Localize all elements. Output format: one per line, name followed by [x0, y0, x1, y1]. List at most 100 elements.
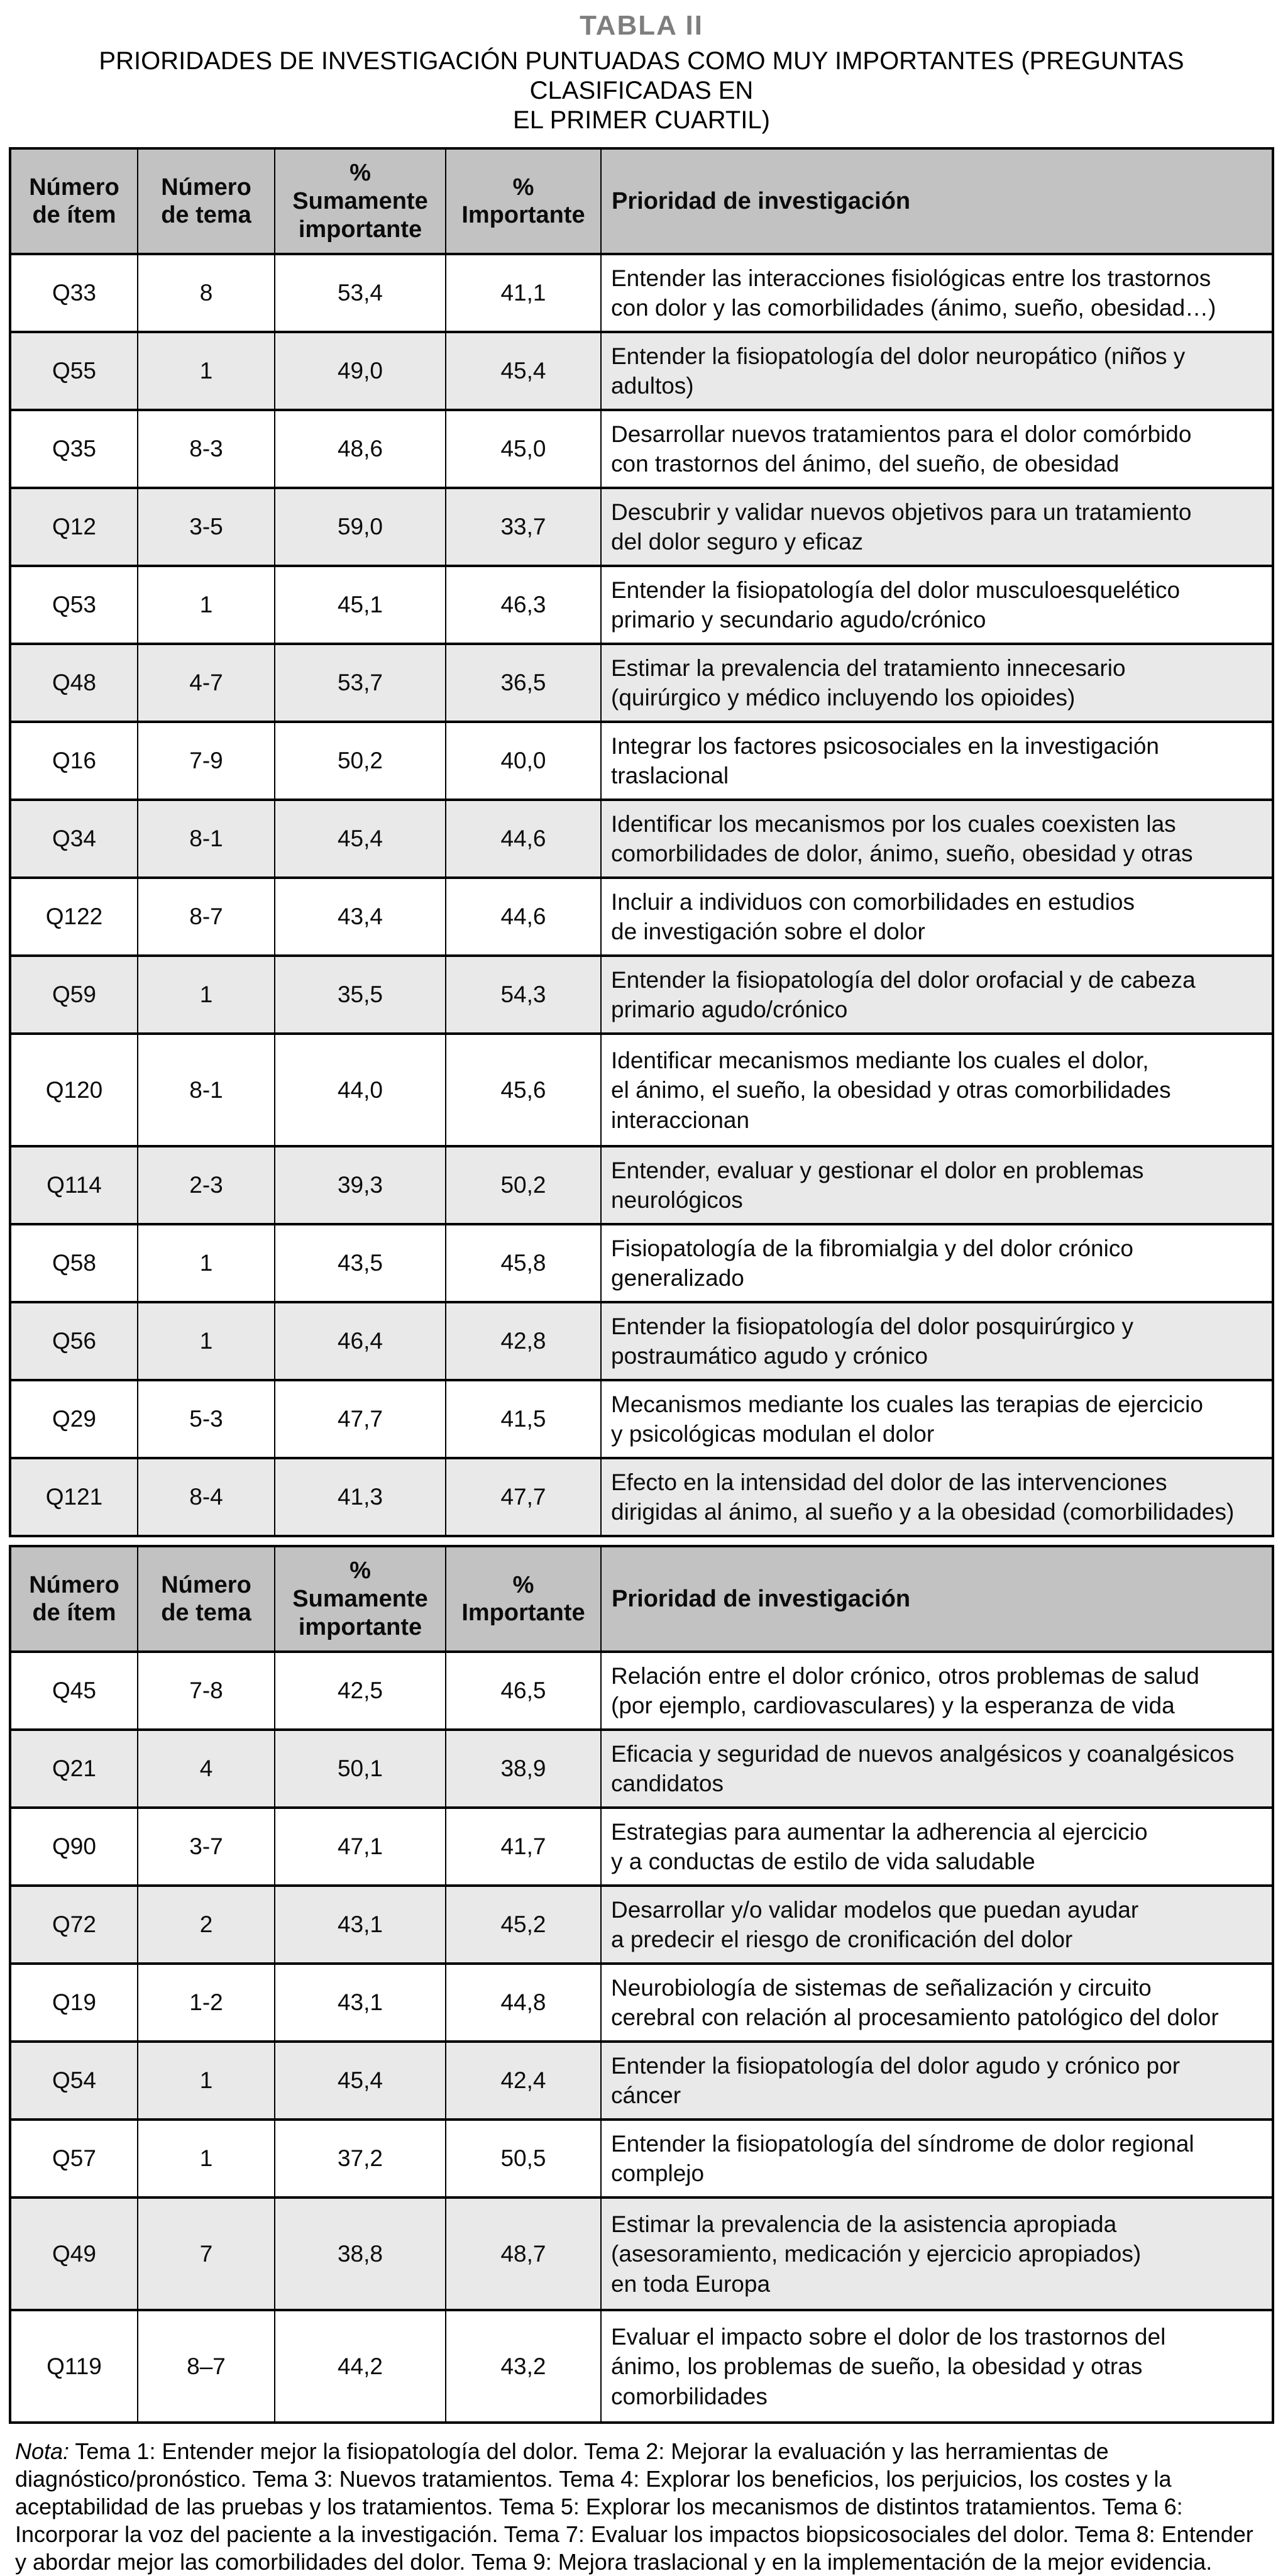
cell-sumamente: 44,0 — [274, 1032, 446, 1148]
table-row-Q90: Q90 3-7 47,1 41,7 Estrategias para aumentar … — [9, 1806, 1274, 1888]
cell-importante: 44,8 — [445, 1962, 602, 2043]
cell-item: Q35 — [9, 409, 138, 490]
cell-importante: 54,3 — [445, 954, 602, 1036]
cell-sumamente: 43,1 — [274, 1884, 446, 1965]
cell-importante: 43,2 — [445, 2309, 602, 2424]
cell-tema: 5-3 — [137, 1379, 275, 1460]
column-header-sumamente: % Sumamente importante — [274, 147, 446, 256]
cell-sumamente: 43,4 — [274, 876, 446, 958]
cell-tema: 4 — [137, 1728, 275, 1810]
cell-prioridad: Estrategias para aumentar la adherencia … — [600, 1806, 1274, 1888]
table-row-Q121: Q121 8-4 41,3 47,7 Efecto en la intensidad d… — [9, 1457, 1274, 1538]
header-row: Número de ítem Número de tema% Sumamente … — [9, 147, 1274, 256]
cell-tema: 1 — [137, 331, 275, 412]
cell-sumamente: 48,6 — [274, 409, 446, 490]
cell-tema: 8-1 — [137, 1032, 275, 1148]
cell-prioridad: Relación entre el dolor crónico, otros p… — [600, 1650, 1274, 1732]
table-row-Q54: Q54 1 45,4 42,4 Entender la fisiopatología d… — [9, 2040, 1274, 2121]
cell-sumamente: 59,0 — [274, 487, 446, 568]
cell-item: Q48 — [9, 643, 138, 724]
priority-table-section-2: Número de ítem Número de tema% Sumamente … — [9, 1545, 1274, 2424]
cell-prioridad: Desarrollar nuevos tratamientos para el … — [600, 409, 1274, 490]
table-row-Q35: Q35 8-3 48,6 45,0 Desarrollar nuevos tratami… — [9, 409, 1274, 490]
cell-tema: 1 — [137, 1301, 275, 1382]
cell-prioridad: Entender la fisiopatología del dolor oro… — [600, 954, 1274, 1036]
column-header-item: Número de ítem — [9, 147, 138, 256]
cell-sumamente: 38,8 — [274, 2196, 446, 2312]
cell-item: Q49 — [9, 2196, 138, 2312]
cell-prioridad: Estimar la prevalencia del tratamiento i… — [600, 643, 1274, 724]
cell-sumamente: 42,5 — [274, 1650, 446, 1732]
cell-tema: 3-7 — [137, 1806, 275, 1888]
column-header-prioridad: Prioridad de investigación — [600, 147, 1274, 256]
cell-sumamente: 43,5 — [274, 1223, 446, 1304]
cell-sumamente: 49,0 — [274, 331, 446, 412]
page-subtitle: PRIORIDADES DE INVESTIGACIÓN PUNTUADAS C… — [99, 47, 1184, 134]
page-title: TABLA II — [580, 10, 703, 41]
cell-item: Q90 — [9, 1806, 138, 1888]
column-header-sumamente: % Sumamente importante — [274, 1545, 446, 1654]
cell-tema: 2 — [137, 1884, 275, 1965]
table-row-Q49: Q49 7 38,8 48,7 Estimar la prevalencia de la… — [9, 2196, 1274, 2312]
cell-prioridad: Incluir a individuos con comorbilidades … — [600, 876, 1274, 958]
cell-importante: 48,7 — [445, 2196, 602, 2312]
cell-importante: 38,9 — [445, 1728, 602, 1810]
table-row-Q55: Q55 1 49,0 45,4 Entender la fisiopatología d… — [9, 331, 1274, 412]
column-header-tema: Número de tema — [137, 1545, 275, 1654]
cell-item: Q57 — [9, 2118, 138, 2199]
cell-prioridad: Entender la fisiopatología del dolor neu… — [600, 331, 1274, 412]
cell-item: Q29 — [9, 1379, 138, 1460]
table-row-Q114: Q114 2-3 39,3 50,2 Entender, evaluar y gesti… — [9, 1145, 1274, 1226]
column-header-item: Número de ítem — [9, 1545, 138, 1654]
cell-item: Q58 — [9, 1223, 138, 1304]
cell-item: Q21 — [9, 1728, 138, 1810]
table-row-Q21: Q21 4 50,1 38,9 Eficacia y seguridad de nuev… — [9, 1728, 1274, 1810]
cell-prioridad: Entender la fisiopatología del dolor mus… — [600, 565, 1274, 646]
cell-item: Q19 — [9, 1962, 138, 2043]
cell-item: Q16 — [9, 721, 138, 802]
cell-importante: 44,6 — [445, 799, 602, 880]
table-sections: Número de ítem Número de tema% Sumamente … — [9, 147, 1274, 2424]
cell-prioridad: Entender las interacciones fisiológicas … — [600, 253, 1274, 334]
cell-importante: 45,8 — [445, 1223, 602, 1304]
column-header-importante: % Importante — [445, 147, 602, 256]
cell-prioridad: Entender la fisiopatología del síndrome … — [600, 2118, 1274, 2199]
cell-prioridad: Desarrollar y/o validar modelos que pued… — [600, 1884, 1274, 1965]
table-row-Q33: Q33 8 53,4 41,1 Entender las interacciones f… — [9, 253, 1274, 334]
cell-tema: 8-3 — [137, 409, 275, 490]
table-row-Q16: Q16 7-9 50,2 40,0 Integrar los factores psic… — [9, 721, 1274, 802]
cell-prioridad: Evaluar el impacto sobre el dolor de los… — [600, 2309, 1274, 2424]
table-row-Q72: Q72 2 43,1 45,2 Desarrollar y/o validar mode… — [9, 1884, 1274, 1965]
cell-sumamente: 45,4 — [274, 2040, 446, 2121]
cell-prioridad: Efecto en la intensidad del dolor de las… — [600, 1457, 1274, 1538]
cell-item: Q72 — [9, 1884, 138, 1965]
cell-sumamente: 43,1 — [274, 1962, 446, 2043]
cell-tema: 7-9 — [137, 721, 275, 802]
table-row-Q29: Q29 5-3 47,7 41,5 Mecanismos mediante los cu… — [9, 1379, 1274, 1460]
cell-prioridad: Neurobiología de sistemas de señalizació… — [600, 1962, 1274, 2043]
cell-tema: 8 — [137, 253, 275, 334]
table-row-Q120: Q120 8-1 44,0 45,6 Identificar mecanismos me… — [9, 1032, 1274, 1148]
cell-sumamente: 50,1 — [274, 1728, 446, 1810]
cell-sumamente: 45,1 — [274, 565, 446, 646]
cell-sumamente: 35,5 — [274, 954, 446, 1036]
cell-sumamente: 53,4 — [274, 253, 446, 334]
cell-importante: 42,4 — [445, 2040, 602, 2121]
cell-importante: 40,0 — [445, 721, 602, 802]
table-row-Q45: Q45 7-8 42,5 46,5 Relación entre el dolor cr… — [9, 1650, 1274, 1732]
cell-importante: 45,6 — [445, 1032, 602, 1148]
cell-sumamente: 41,3 — [274, 1457, 446, 1538]
cell-item: Q122 — [9, 876, 138, 958]
cell-item: Q34 — [9, 799, 138, 880]
cell-importante: 41,1 — [445, 253, 602, 334]
cell-importante: 42,8 — [445, 1301, 602, 1382]
cell-tema: 7 — [137, 2196, 275, 2312]
cell-importante: 41,7 — [445, 1806, 602, 1888]
cell-prioridad: Identificar mecanismos mediante los cual… — [600, 1032, 1274, 1148]
cell-importante: 50,2 — [445, 1145, 602, 1226]
column-header-importante: % Importante — [445, 1545, 602, 1654]
cell-sumamente: 46,4 — [274, 1301, 446, 1382]
cell-importante: 44,6 — [445, 876, 602, 958]
cell-tema: 1-2 — [137, 1962, 275, 2043]
